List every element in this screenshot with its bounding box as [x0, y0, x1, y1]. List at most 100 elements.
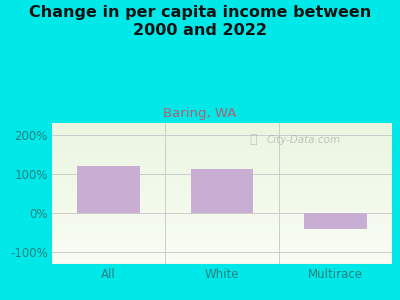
Bar	[52, 160, 392, 161]
Bar	[52, 207, 392, 208]
Bar	[78, 166, 140, 213]
Bar	[52, 190, 392, 191]
Bar	[52, 179, 392, 180]
Bar	[52, 143, 392, 144]
Bar	[52, 261, 392, 262]
Text: ⓘ: ⓘ	[249, 134, 257, 146]
Bar	[52, 164, 392, 165]
Bar	[52, 129, 392, 130]
Bar	[52, 146, 392, 147]
Bar	[52, 205, 392, 206]
Bar	[52, 255, 392, 256]
Bar	[52, 229, 392, 230]
Bar	[52, 145, 392, 146]
Bar	[191, 169, 253, 213]
Bar	[52, 262, 392, 263]
Bar	[52, 220, 392, 221]
Bar	[52, 136, 392, 137]
Bar	[52, 148, 392, 149]
Bar	[52, 235, 392, 236]
Bar	[52, 174, 392, 175]
Bar	[52, 180, 392, 181]
Bar	[52, 176, 392, 177]
Bar	[52, 211, 392, 212]
Bar	[52, 138, 392, 139]
Bar	[52, 157, 392, 158]
Bar	[52, 137, 392, 138]
Bar	[52, 203, 392, 204]
Bar	[52, 142, 392, 143]
Bar	[52, 228, 392, 229]
Bar	[52, 131, 392, 132]
Bar	[52, 141, 392, 142]
Bar	[52, 161, 392, 162]
Bar	[52, 222, 392, 223]
Bar	[52, 200, 392, 201]
Bar	[52, 231, 392, 232]
Bar	[52, 241, 392, 242]
Bar	[52, 224, 392, 225]
Bar	[52, 171, 392, 172]
Bar	[52, 163, 392, 164]
Bar	[52, 246, 392, 247]
Bar	[52, 167, 392, 168]
Bar	[52, 151, 392, 152]
Bar	[52, 147, 392, 148]
Bar	[52, 216, 392, 217]
Bar	[52, 244, 392, 245]
Bar	[52, 192, 392, 193]
Bar	[52, 125, 392, 126]
Bar	[52, 238, 392, 239]
Bar	[52, 208, 392, 209]
Bar	[52, 191, 392, 192]
Bar	[52, 178, 392, 179]
Bar	[52, 127, 392, 128]
Bar	[52, 245, 392, 246]
Bar	[52, 126, 392, 127]
Bar	[52, 249, 392, 250]
Bar	[52, 213, 392, 214]
Bar	[52, 162, 392, 163]
Bar	[52, 181, 392, 182]
Bar	[52, 182, 392, 183]
Bar	[52, 202, 392, 203]
Bar	[52, 209, 392, 210]
Bar	[52, 187, 392, 188]
Bar	[52, 247, 392, 248]
Bar	[52, 217, 392, 218]
Bar	[52, 263, 392, 264]
Bar	[52, 150, 392, 151]
Bar	[52, 254, 392, 255]
Bar	[52, 195, 392, 196]
Bar	[52, 153, 392, 154]
Bar	[52, 196, 392, 197]
Bar	[52, 128, 392, 129]
Bar	[52, 257, 392, 258]
Bar	[52, 170, 392, 171]
Bar	[52, 251, 392, 252]
Text: Change in per capita income between
2000 and 2022: Change in per capita income between 2000…	[29, 4, 371, 38]
Bar	[52, 166, 392, 167]
Bar	[52, 139, 392, 140]
Bar	[52, 185, 392, 186]
Bar	[52, 201, 392, 202]
Bar	[52, 232, 392, 233]
Bar	[52, 227, 392, 228]
Bar	[52, 140, 392, 141]
Text: City-Data.com: City-Data.com	[266, 135, 340, 145]
Bar	[52, 152, 392, 153]
Bar	[52, 184, 392, 185]
Bar	[52, 159, 392, 160]
Bar	[52, 198, 392, 199]
Bar	[52, 155, 392, 156]
Bar	[52, 219, 392, 220]
Bar	[52, 199, 392, 200]
Bar	[52, 197, 392, 198]
Bar	[52, 234, 392, 235]
Bar	[52, 175, 392, 176]
Bar	[52, 243, 392, 244]
Bar	[52, 168, 392, 169]
Bar	[52, 250, 392, 251]
Bar	[52, 156, 392, 157]
Bar	[52, 149, 392, 150]
